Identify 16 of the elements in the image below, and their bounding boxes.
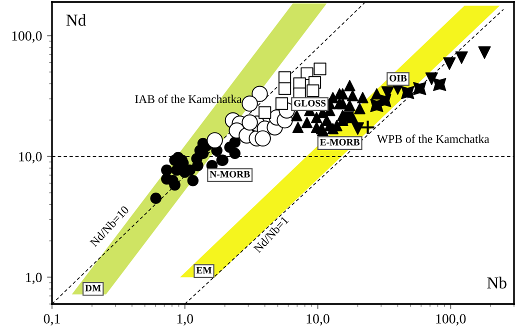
x-axis-title: Nb — [487, 276, 506, 289]
y-tick-label: 1,0 — [26, 272, 42, 284]
annotation: DM — [85, 284, 101, 292]
x-tick-label: 10,0 — [306, 314, 330, 326]
x-tick-label: 1,0 — [177, 314, 194, 326]
y-axis-title: Nd — [66, 14, 86, 26]
x-tick-label: 100,0 — [436, 314, 466, 326]
annotation: EM — [196, 267, 212, 274]
annotation: E-MORB — [320, 138, 360, 146]
annotation: N-MORB — [210, 170, 250, 178]
annotation: OIB — [390, 74, 407, 82]
annotation: WPB of the Kamchatka — [376, 134, 490, 144]
x-tick-label: 0,1 — [44, 314, 60, 326]
y-tick-label: 100,0 — [12, 31, 42, 43]
y-tick-label: 10,0 — [19, 152, 42, 164]
annotation: GLOSS — [294, 100, 326, 107]
